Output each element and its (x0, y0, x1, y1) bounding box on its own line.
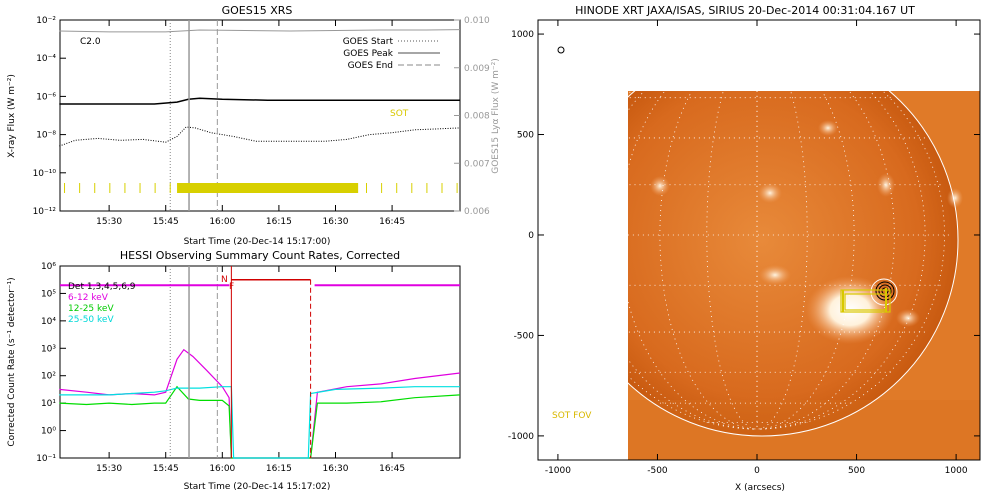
goes-y2tick-label: 0.008 (464, 112, 490, 122)
hessi-ytick-label: 10⁶ (41, 262, 56, 272)
hessi-ytick-label: 10³ (41, 344, 56, 354)
goes-panel: GOES15 XRS 10⁻² 10⁻⁴ 10⁻⁶ 10⁻⁸ 10⁻¹⁰ 10⁻¹² 0.… (7, 4, 501, 247)
xrt-dark-band (628, 400, 980, 460)
hessi-xtick-label: 16:00 (209, 464, 235, 474)
xrt-xtick-label: 0 (754, 466, 760, 476)
goes-xtick-label: 16:45 (379, 217, 405, 227)
xrt-xlabel: X (arcsecs) (735, 483, 785, 493)
hessi-legend-12-25: 12-25 keV (68, 304, 114, 314)
hessi-title: HESSI Observing Summary Count Rates, Cor… (120, 249, 400, 262)
goes-xtick-label: 15:45 (153, 217, 179, 227)
goes-ytick-label: 10⁻¹² (33, 207, 57, 217)
goes-xtick-label: 15:30 (96, 217, 122, 227)
goes-class-label: C2.0 (80, 37, 101, 47)
xrt-xtick-label: 500 (848, 466, 865, 476)
xrt-sot-fov-label: SOT FOV (552, 411, 592, 421)
goes-ytick-label: 10⁻² (36, 16, 56, 26)
bright-point (650, 176, 670, 196)
goes-y2tick-label: 0.007 (464, 159, 490, 169)
goes-ylabel: X-ray Flux (W m⁻²) (7, 74, 17, 158)
goes-legend: GOES Start GOES Peak GOES End (343, 37, 440, 71)
xrt-plot-frame (537, 19, 981, 461)
goes-y2tick-label: 0.009 (464, 64, 490, 74)
goes-series-short (59, 126, 461, 147)
solar-limb (628, 91, 959, 437)
goes-legend-end: GOES End (348, 61, 393, 71)
goes-title: GOES15 XRS (222, 4, 293, 17)
hessi-legend-det: Det 1,3,4,5,6,9 (68, 282, 136, 292)
hessi-series-1225 (59, 385, 461, 459)
hessi-ytick-label: 10⁻¹ (36, 454, 56, 464)
goes-legend-start: GOES Start (343, 37, 394, 47)
goes-xlabel: Start Time (20-Dec-14 15:17:00) (184, 237, 331, 247)
xrt-panel: HINODE XRT JAXA/ISAS, SIRIUS 20-Dec-2014… (508, 4, 981, 493)
offlimb-marker (557, 46, 565, 54)
bright-point (947, 188, 963, 208)
goes-legend-peak: GOES Peak (343, 49, 393, 59)
xrt-title: HINODE XRT JAXA/ISAS, SIRIUS 20-Dec-2014… (575, 4, 915, 17)
hessi-series-2550 (59, 386, 460, 459)
sot-fov-box (840, 288, 891, 313)
longitude-line (628, 91, 758, 430)
goes-ytick-label: 10⁻⁸ (36, 131, 56, 141)
bright-point (758, 183, 782, 203)
hessi-ytick-label: 10⁴ (41, 317, 56, 327)
goes-sot-label: SOT (390, 109, 409, 119)
hessi-xtick-label: 16:30 (323, 464, 349, 474)
goes-series-ly (59, 29, 461, 33)
xrt-ytick-label: -1000 (508, 432, 534, 442)
solar-disk (628, 91, 958, 436)
goes-ytick-label: 10⁻¹⁰ (33, 169, 57, 179)
bright-point (818, 120, 838, 136)
hessi-xtick-label: 16:45 (379, 464, 405, 474)
goes-xtick-label: 16:30 (323, 217, 349, 227)
bright-point (759, 265, 791, 285)
xrt-ytick-label: 1000 (511, 30, 534, 40)
hessi-xlabel: Start Time (20-Dec-14 15:17:02) (184, 482, 331, 492)
goes-series-long (59, 97, 460, 105)
goes-y2tick-label: 0.010 (464, 16, 490, 26)
hessi-ytick-label: 10⁰ (41, 427, 56, 437)
hessi-flag-n: N (221, 275, 228, 285)
hessi-xtick-label: 15:30 (96, 464, 122, 474)
goes-ytick-label: 10⁻⁴ (36, 54, 56, 64)
longitude-line (757, 91, 895, 430)
goes-y2label: GOES15 Lyα Flux (W m⁻²) (491, 58, 501, 174)
bright-point (877, 173, 895, 197)
hessi-ytick-label: 10² (41, 372, 56, 382)
hessi-xtick-label: 16:15 (266, 464, 292, 474)
xrt-ytick-label: 500 (517, 131, 534, 141)
sot-bar (177, 183, 359, 193)
goes-y2tick-label: 0.006 (464, 207, 490, 217)
hessi-legend-6-12: 6-12 keV (68, 293, 109, 303)
xrt-xtick-label: 1000 (945, 466, 968, 476)
hessi-xtick-label: 15:45 (153, 464, 179, 474)
xrt-image (628, 91, 980, 460)
hessi-legend-25-50: 25-50 keV (68, 315, 114, 325)
xrt-ytick-label: -500 (514, 331, 535, 341)
xrt-xtick-label: -500 (647, 466, 668, 476)
hessi-panel: HESSI Observing Summary Count Rates, Cor… (7, 249, 461, 492)
bright-point (896, 309, 920, 327)
goes-ytick-label: 10⁻⁶ (36, 92, 56, 102)
goes-xtick-label: 16:00 (209, 217, 235, 227)
hessi-ytick-label: 10⁵ (41, 289, 56, 299)
xrt-xtick-label: -1000 (545, 466, 571, 476)
goes-xtick-label: 16:15 (266, 217, 292, 227)
xrt-ytick-label: 0 (528, 231, 534, 241)
lat-lon-grid (628, 91, 952, 430)
hessi-legend: Det 1,3,4,5,6,9 6-12 keV 12-25 keV 25-50… (68, 282, 136, 325)
hessi-plot-frame (59, 265, 461, 459)
hessi-ytick-label: 10¹ (41, 399, 56, 409)
hessi-flag-f: F (229, 282, 234, 292)
hessi-ylabel: Corrected Count Rate (s⁻¹ detector⁻¹) (7, 277, 17, 446)
